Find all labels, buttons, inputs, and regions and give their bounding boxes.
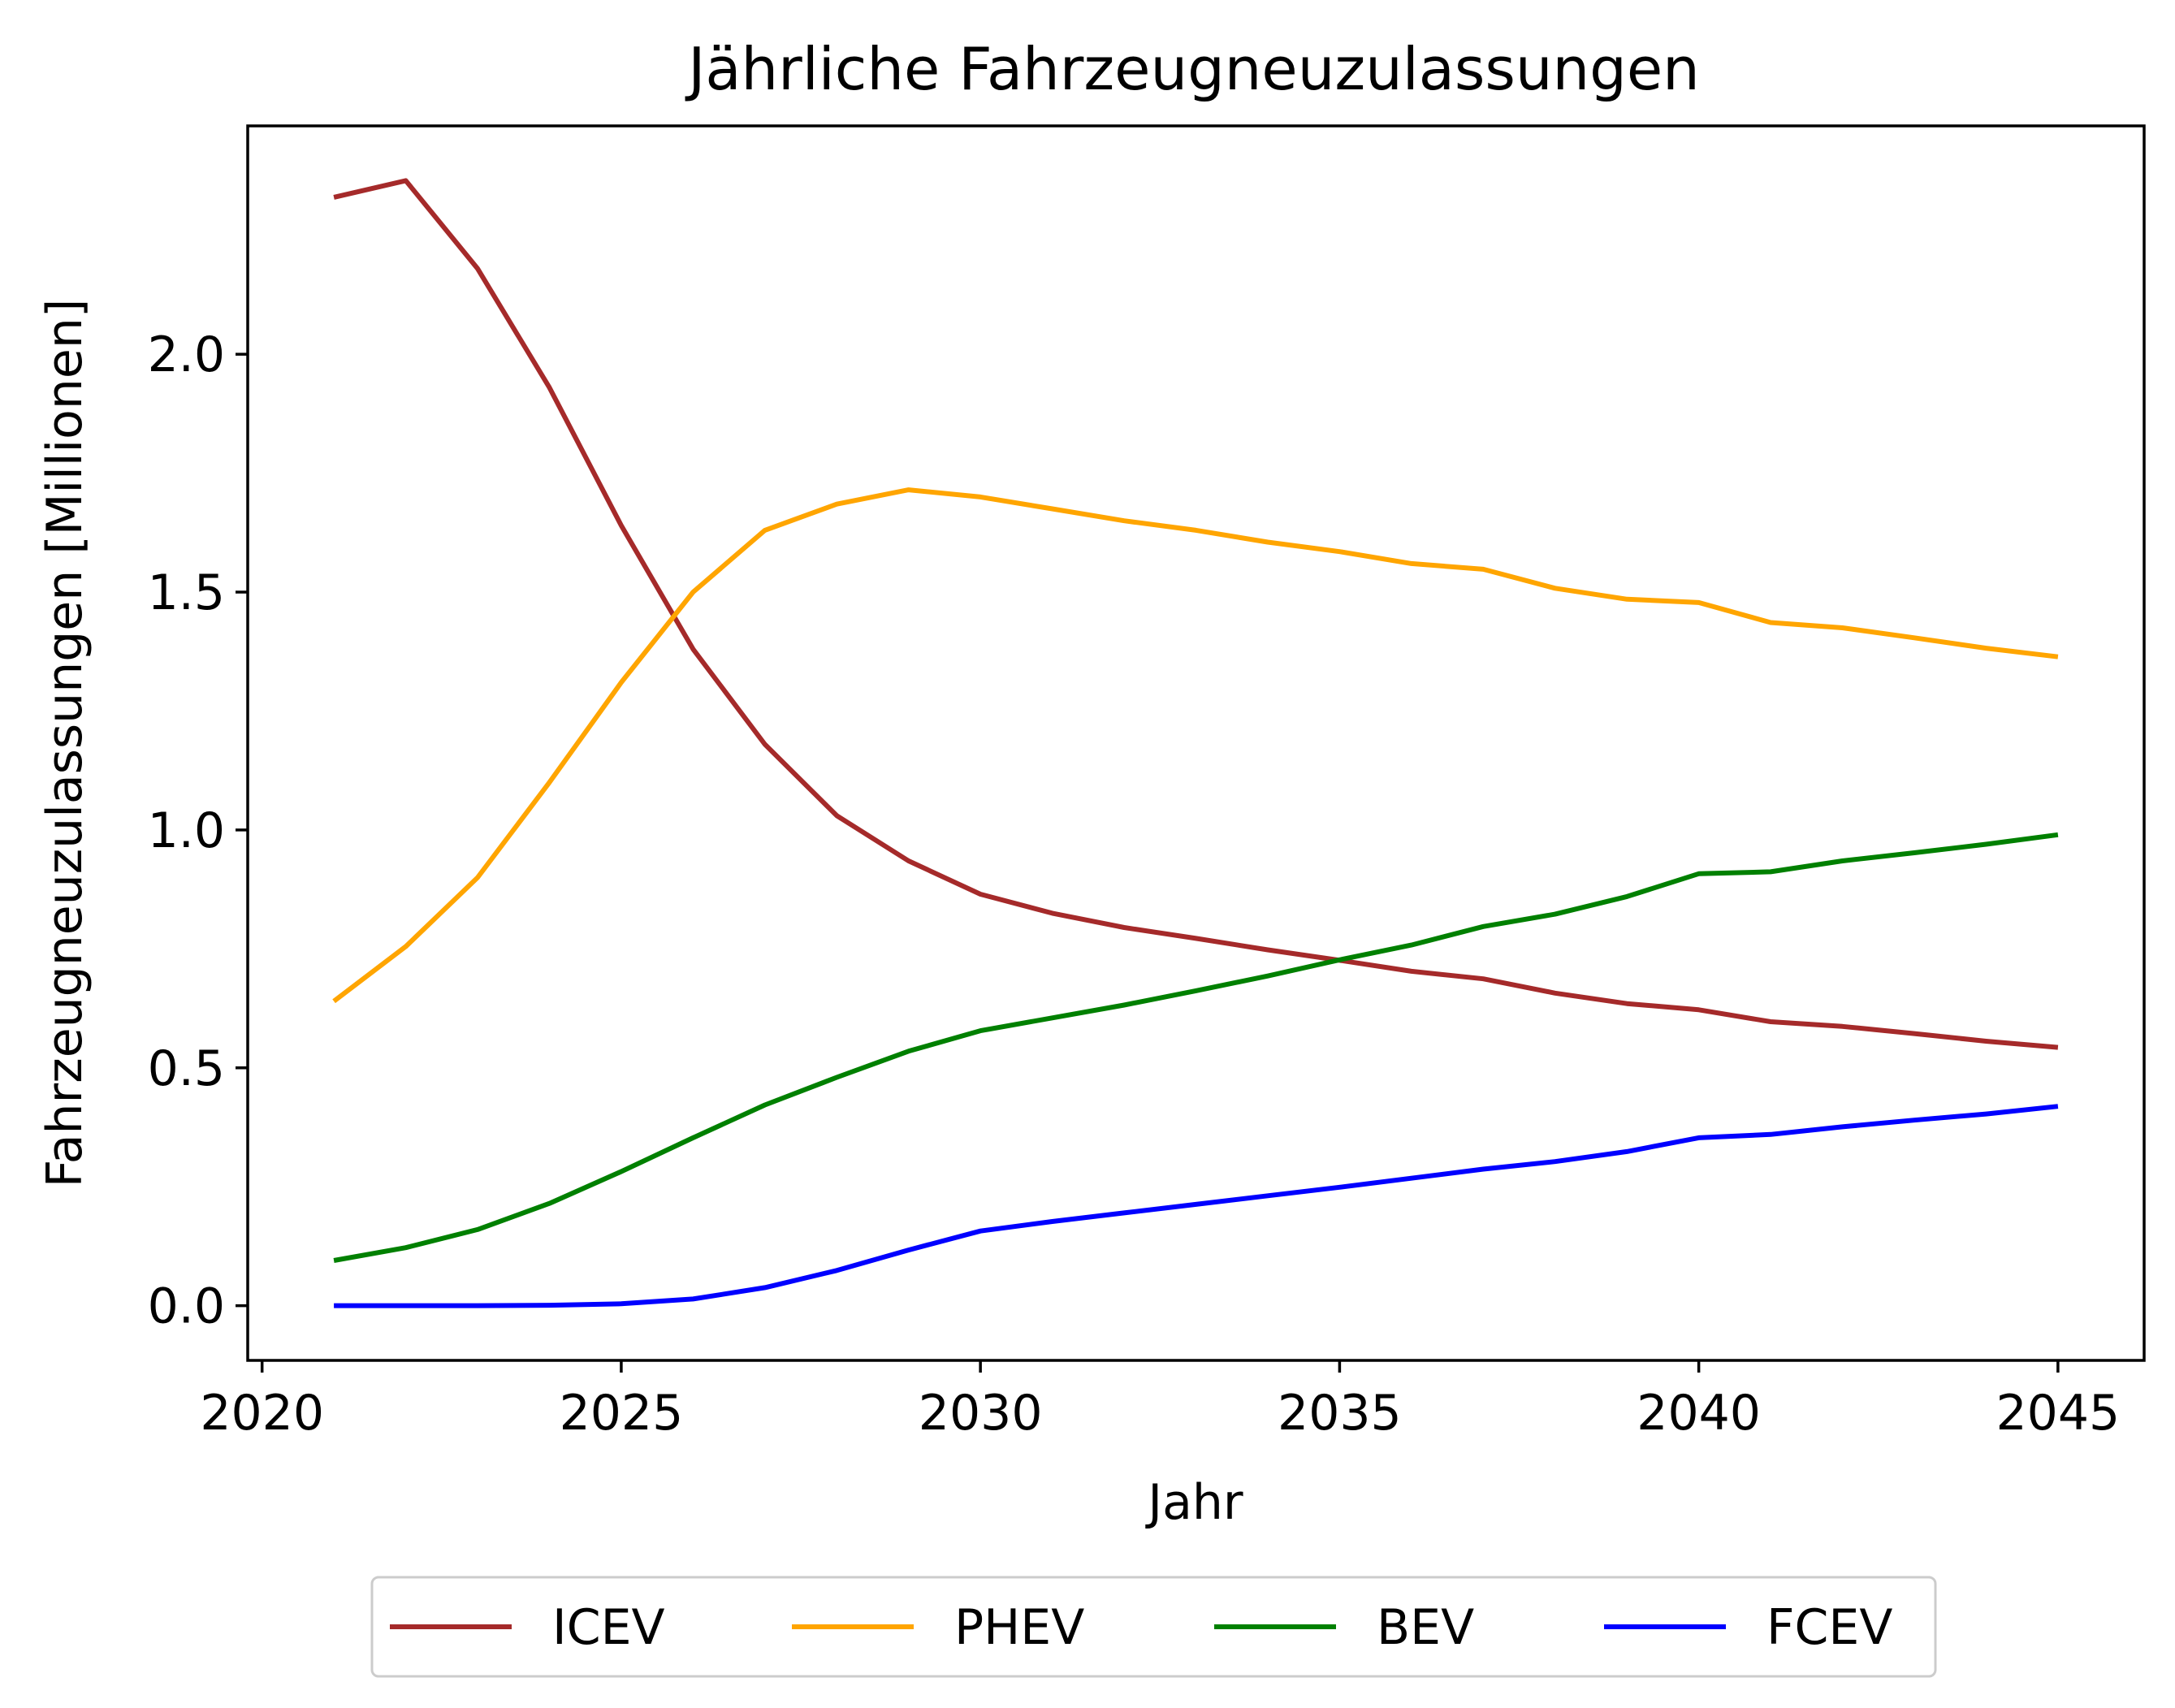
legend-label-icev: ICEV <box>552 1599 665 1656</box>
chart-title: Jährliche Fahrzeugneuzulassungen <box>685 35 1700 103</box>
x-tick-label: 2030 <box>919 1385 1043 1442</box>
x-tick-label: 2040 <box>1637 1385 1761 1442</box>
x-tick-label: 2020 <box>200 1385 324 1442</box>
legend: ICEV PHEV BEV FCEV <box>370 1576 1937 1678</box>
series-line-fcev <box>334 1104 2059 1308</box>
legend-label-bev: BEV <box>1377 1599 1474 1656</box>
y-axis-label: Fahrzeugneuzulassungen [Millionen] <box>37 299 93 1188</box>
legend-label-fcev: FCEV <box>1766 1599 1892 1656</box>
plot-area-frame <box>246 124 2146 1362</box>
series-layer <box>332 178 2059 1308</box>
x-tick-label: 2035 <box>1278 1385 1402 1442</box>
series-line-icev <box>333 178 2059 1050</box>
y-tick-label: 2.0 <box>148 326 225 383</box>
series-line-bev <box>333 832 2059 1263</box>
x-tick-label: 2045 <box>1996 1385 2121 1442</box>
x-axis-label: Jahr <box>1144 1474 1243 1531</box>
y-tick-label: 0.5 <box>148 1040 225 1097</box>
y-tick-label: 1.5 <box>148 564 225 621</box>
legend-box <box>370 1576 1937 1678</box>
x-tick-label: 2025 <box>560 1385 684 1442</box>
legend-label-phev: PHEV <box>954 1599 1084 1656</box>
y-tick-label: 0.0 <box>148 1278 225 1335</box>
axis-ticks: 2020 2025 2030 2035 2040 2045 0.0 0.5 1.0 1.5 2.0 <box>148 326 2121 1442</box>
series-line-phev <box>332 487 2059 1004</box>
y-tick-label: 1.0 <box>148 802 225 859</box>
